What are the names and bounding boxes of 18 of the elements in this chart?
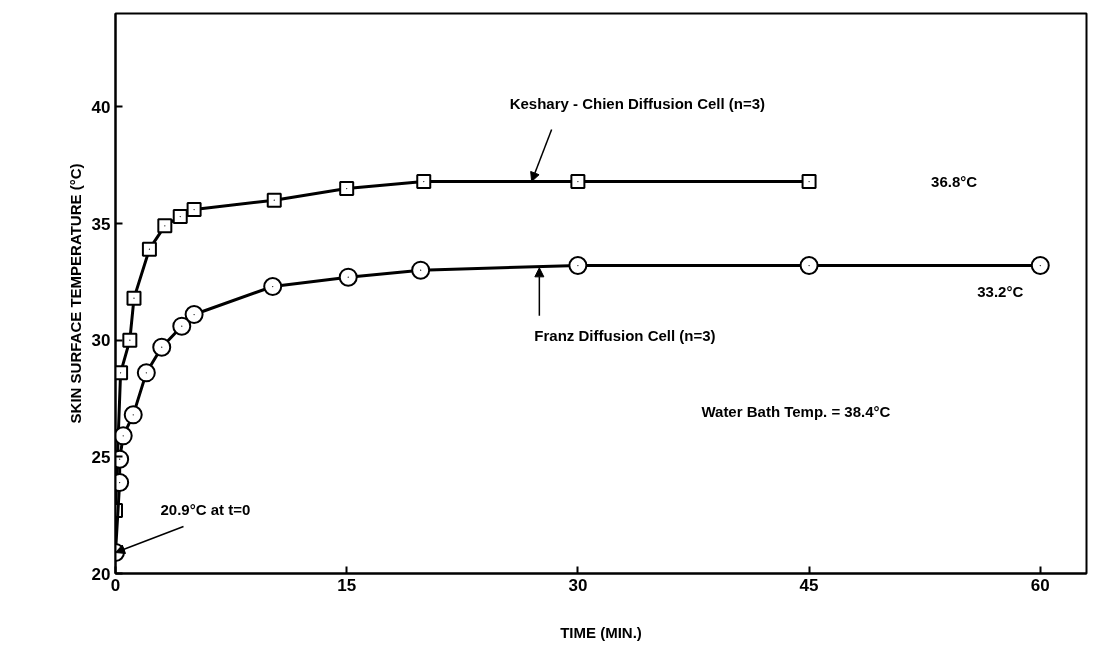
- x-axis-title: TIME (MIN.): [560, 623, 642, 641]
- x-tick-label: 45: [799, 575, 819, 595]
- y-tick-label: 20: [91, 564, 111, 584]
- x-tick-label: 30: [568, 575, 588, 595]
- annotation: 36.8°C: [931, 173, 978, 190]
- x-tick-label: 60: [1030, 575, 1050, 595]
- annotation: Keshary - Chien Diffusion Cell (n=3): [509, 95, 766, 112]
- y-tick-label: 35: [91, 214, 111, 234]
- x-tick-label: 0: [110, 575, 121, 595]
- y-tick-label: 30: [91, 331, 111, 351]
- y-tick-label: 40: [91, 97, 111, 117]
- y-axis-title: SKIN SURFACE TEMPERATURE (°C): [66, 163, 84, 424]
- x-tick-label: 15: [337, 575, 357, 595]
- annotation: 33.2°C: [977, 283, 1024, 300]
- annotation: Water Bath Temp. = 38.4°C: [701, 402, 891, 420]
- y-tick-label: 25: [91, 447, 111, 467]
- annotation: 20.9°C at t=0: [160, 501, 251, 518]
- annotation: Franz Diffusion Cell (n=3): [534, 327, 716, 345]
